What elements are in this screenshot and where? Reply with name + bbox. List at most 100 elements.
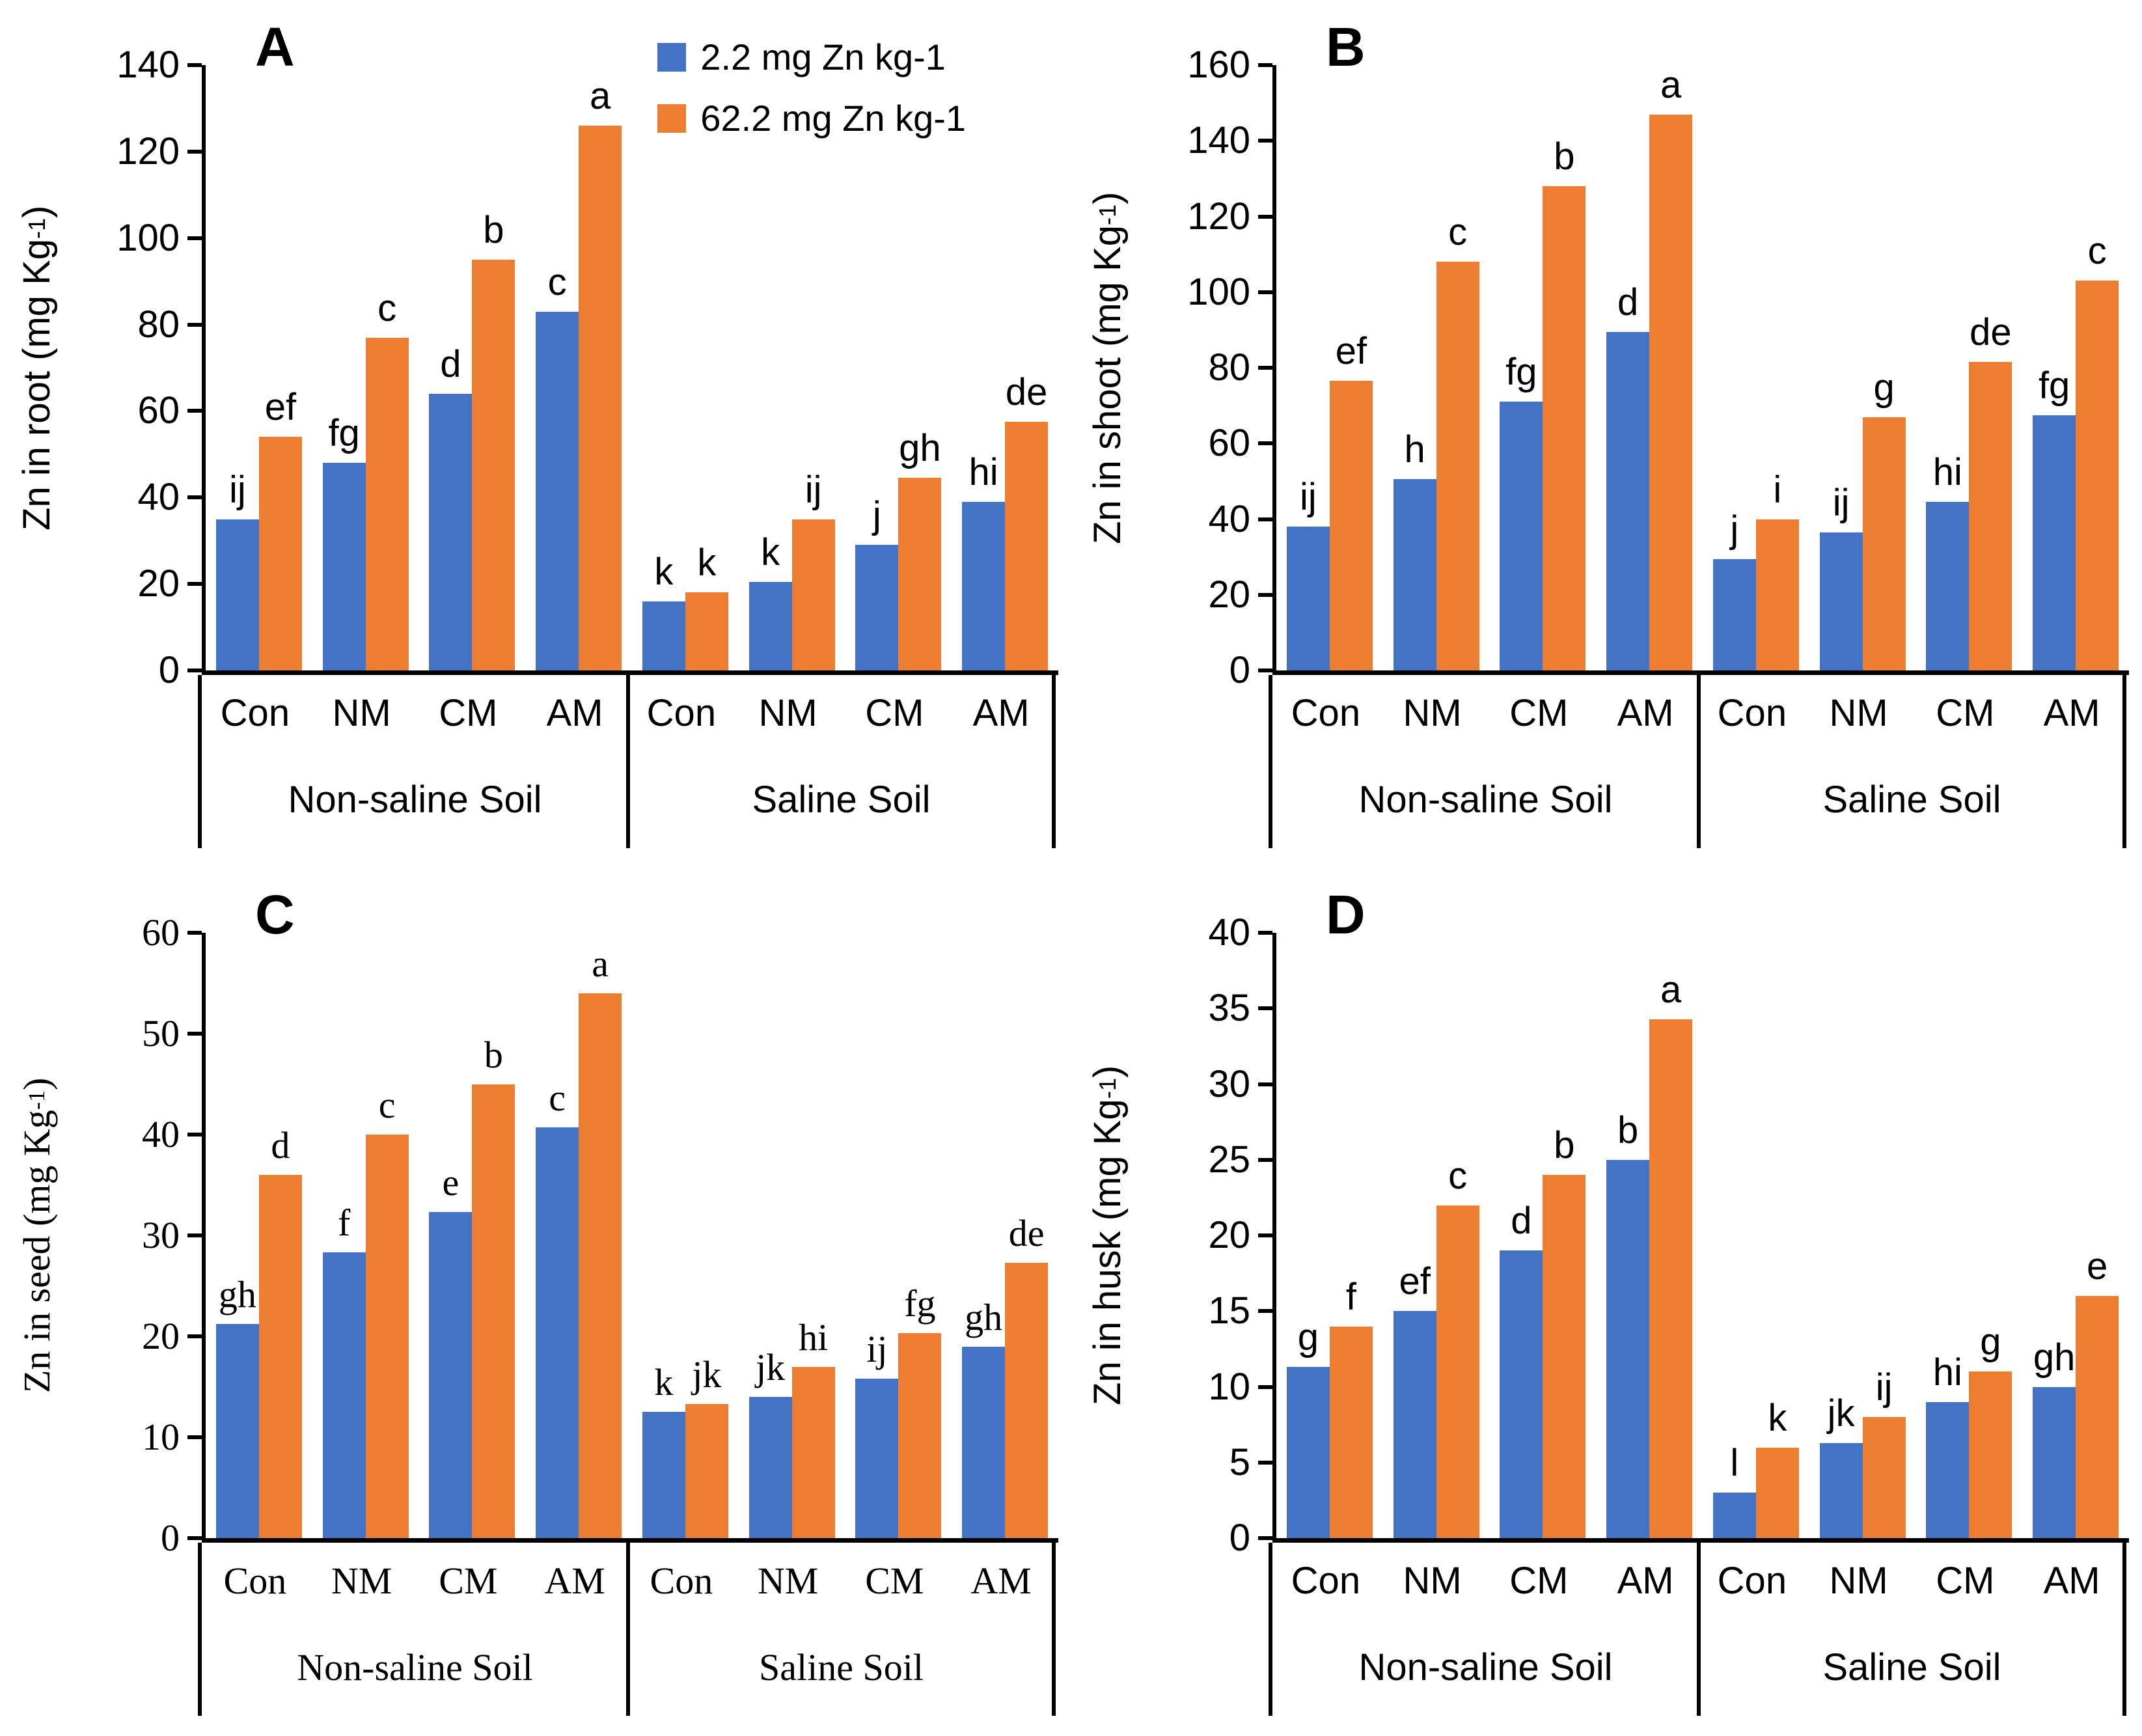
treatment-label: AM — [1617, 1559, 1674, 1602]
sig-letter-high: b — [484, 1033, 503, 1076]
treatment-label: NM — [757, 1559, 819, 1602]
soil-label: Saline Soil — [1822, 1646, 2001, 1688]
sig-letter-high: de — [1970, 311, 2012, 354]
sig-letter-high: k — [697, 542, 717, 585]
treatment-label: AM — [970, 1559, 1032, 1602]
soil-label-row: Non-saline Soil Saline Soil — [1272, 1618, 2125, 1716]
sig-letter-low: fg — [328, 412, 360, 455]
y-tick-label: 20 — [1208, 1214, 1250, 1256]
y-axis-tick — [187, 1435, 202, 1439]
y-tick-label: 5 — [1229, 1440, 1250, 1483]
panel-letter: D — [1326, 884, 1366, 945]
sig-letter-low: ij — [866, 1328, 888, 1371]
sig-letter-low: ij — [1299, 476, 1317, 519]
sig-letter-high: f — [1345, 1275, 1356, 1318]
y-axis-tick — [1258, 139, 1272, 143]
soil-label: Non-saline Soil — [288, 778, 542, 821]
bar-2-2-mg-zn — [642, 601, 685, 670]
sig-letter-high: b — [483, 208, 504, 251]
x-table-middle-line — [1697, 1543, 1701, 1716]
y-axis-tick — [1258, 1460, 1272, 1465]
y-tick-label: 0 — [1229, 1517, 1250, 1559]
x-table-left-line — [198, 1543, 202, 1716]
bar-2-2-mg-zn — [215, 1324, 259, 1538]
bar-2-2-mg-zn — [1819, 1442, 1863, 1538]
y-tick-label: 120 — [117, 130, 180, 172]
bar-62-2-mg-zn — [1755, 1447, 1799, 1538]
sig-letter-high: de — [1005, 371, 1048, 414]
sig-letter-high: k — [1768, 1396, 1787, 1439]
y-tick-label: 40 — [137, 476, 180, 519]
y-tick-label: 40 — [1208, 911, 1250, 954]
treatment-label: CM — [1509, 1559, 1569, 1602]
y-tick-label: 0 — [158, 649, 180, 691]
y-tick-label: 140 — [117, 44, 180, 86]
bar-62-2-mg-zn — [1649, 1019, 1693, 1538]
sig-letter-low: d — [1617, 281, 1639, 324]
plot-area: 0 20 40 60 80 100 120 140 ij ef fg c d b c a k k k ij j gh hi d… — [117, 39, 1058, 689]
bar-2-2-mg-zn — [1286, 527, 1330, 670]
sig-letter-low: d — [1511, 1200, 1532, 1243]
sig-letter-high: a — [589, 75, 611, 117]
sig-letter-low: jk — [1827, 1392, 1855, 1435]
sig-letter-low: hi — [1932, 451, 1962, 494]
plot-area: 0 5 10 15 20 25 30 35 40 g f ef c d b b a l k jk ij hi g gh e — [1208, 914, 2129, 1557]
y-axis-tick — [1258, 668, 1272, 672]
bar-62-2-mg-zn — [898, 1333, 942, 1538]
sig-letter-high: jk — [692, 1353, 722, 1396]
y-axis-tick — [1258, 592, 1272, 597]
y-axis-tick — [187, 1032, 202, 1036]
y-axis-tick — [1258, 1309, 1272, 1314]
sig-letter-high: hi — [799, 1316, 829, 1358]
bar-62-2-mg-zn — [2076, 1296, 2119, 1538]
bar-62-2-mg-zn — [1329, 381, 1373, 670]
y-tick-label: 40 — [142, 1113, 180, 1155]
bar-2-2-mg-zn — [215, 519, 259, 670]
bar-2-2-mg-zn — [1500, 1250, 1543, 1538]
soil-label: Non-saline Soil — [1358, 1646, 1613, 1688]
sig-letter-low: f — [337, 1202, 351, 1245]
sig-letter-low: k — [654, 1361, 674, 1404]
y-axis-tick — [1258, 931, 1272, 935]
y-tick-label: 25 — [1208, 1138, 1250, 1181]
bar-62-2-mg-zn — [685, 592, 728, 670]
y-axis-tick — [187, 1334, 202, 1338]
treatment-label-row: Con NM CM AM Con NM CM AM — [1272, 675, 2125, 751]
sig-letter-high: ef — [264, 386, 297, 429]
y-axis-tick — [187, 495, 202, 500]
y-axis-tick — [187, 1133, 202, 1137]
y-axis-tick — [187, 582, 202, 586]
sig-letter-high: g — [1873, 366, 1895, 409]
bar-62-2-mg-zn — [1436, 1205, 1479, 1538]
sig-letter-low: hi — [1932, 1351, 1962, 1394]
y-tick-label: 10 — [142, 1416, 180, 1458]
sig-letter-low: gh — [965, 1295, 1003, 1338]
sig-letter-high: de — [1008, 1211, 1045, 1254]
y-tick-label: 100 — [1187, 270, 1250, 313]
bar-2-2-mg-zn — [1606, 1159, 1650, 1538]
bar-2-2-mg-zn — [1712, 558, 1756, 670]
soil-label: Saline Soil — [1822, 778, 2001, 821]
x-table-left-line — [198, 675, 202, 848]
bar-62-2-mg-zn — [1969, 362, 2012, 670]
y-axis-tick — [1258, 1536, 1272, 1540]
x-table-left-line — [1269, 675, 1272, 848]
bar-62-2-mg-zn — [472, 1084, 515, 1538]
bar-2-2-mg-zn — [2033, 1386, 2076, 1538]
bar-2-2-mg-zn — [855, 1379, 899, 1538]
sig-letter-low: ij — [228, 468, 246, 511]
bar-62-2-mg-zn — [365, 1135, 409, 1538]
treatment-label: AM — [2043, 1559, 2100, 1602]
sig-letter-low: j — [1730, 508, 1739, 551]
y-tick-label: 30 — [142, 1214, 180, 1256]
treatment-label: Con — [220, 691, 290, 734]
sig-letter-high: d — [271, 1124, 290, 1166]
sig-letter-high: e — [2086, 1245, 2108, 1288]
y-axis-tick — [187, 668, 202, 672]
sig-letter-high: c — [1448, 1154, 1468, 1197]
y-axis-tick — [187, 1536, 202, 1540]
panel-B: Zn in shoot (mg Kg -1) B 0 20 40 60 80 100 120 1… — [1071, 0, 2141, 868]
y-axis-tick — [187, 322, 202, 327]
y-tick-label: 20 — [1208, 573, 1250, 616]
